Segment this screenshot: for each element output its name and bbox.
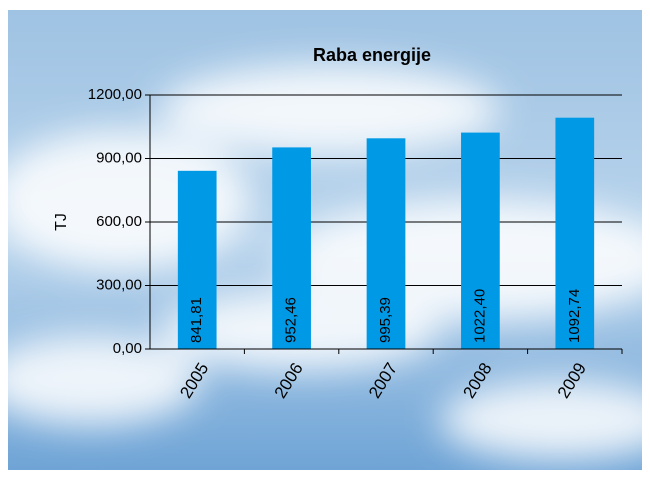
y-tick-label: 0,00 bbox=[113, 340, 142, 357]
value-label: 952,46 bbox=[283, 297, 300, 343]
y-tick-label: 300,00 bbox=[96, 276, 142, 293]
y-tick-label: 600,00 bbox=[96, 213, 142, 230]
bar bbox=[555, 117, 595, 349]
background bbox=[8, 10, 642, 470]
bar bbox=[272, 147, 311, 349]
value-label: 1092,74 bbox=[566, 289, 583, 343]
y-axis-label: TJ bbox=[53, 213, 70, 231]
bar bbox=[461, 132, 500, 349]
value-label: 1022,40 bbox=[471, 289, 488, 343]
chart-title: Raba energije bbox=[313, 45, 431, 65]
value-label: 841,81 bbox=[188, 297, 205, 343]
y-tick-label: 1200,00 bbox=[88, 86, 142, 103]
bar bbox=[366, 138, 406, 349]
value-label: 995,39 bbox=[377, 297, 394, 343]
y-tick-label: 900,00 bbox=[96, 149, 142, 166]
bar bbox=[177, 170, 217, 349]
